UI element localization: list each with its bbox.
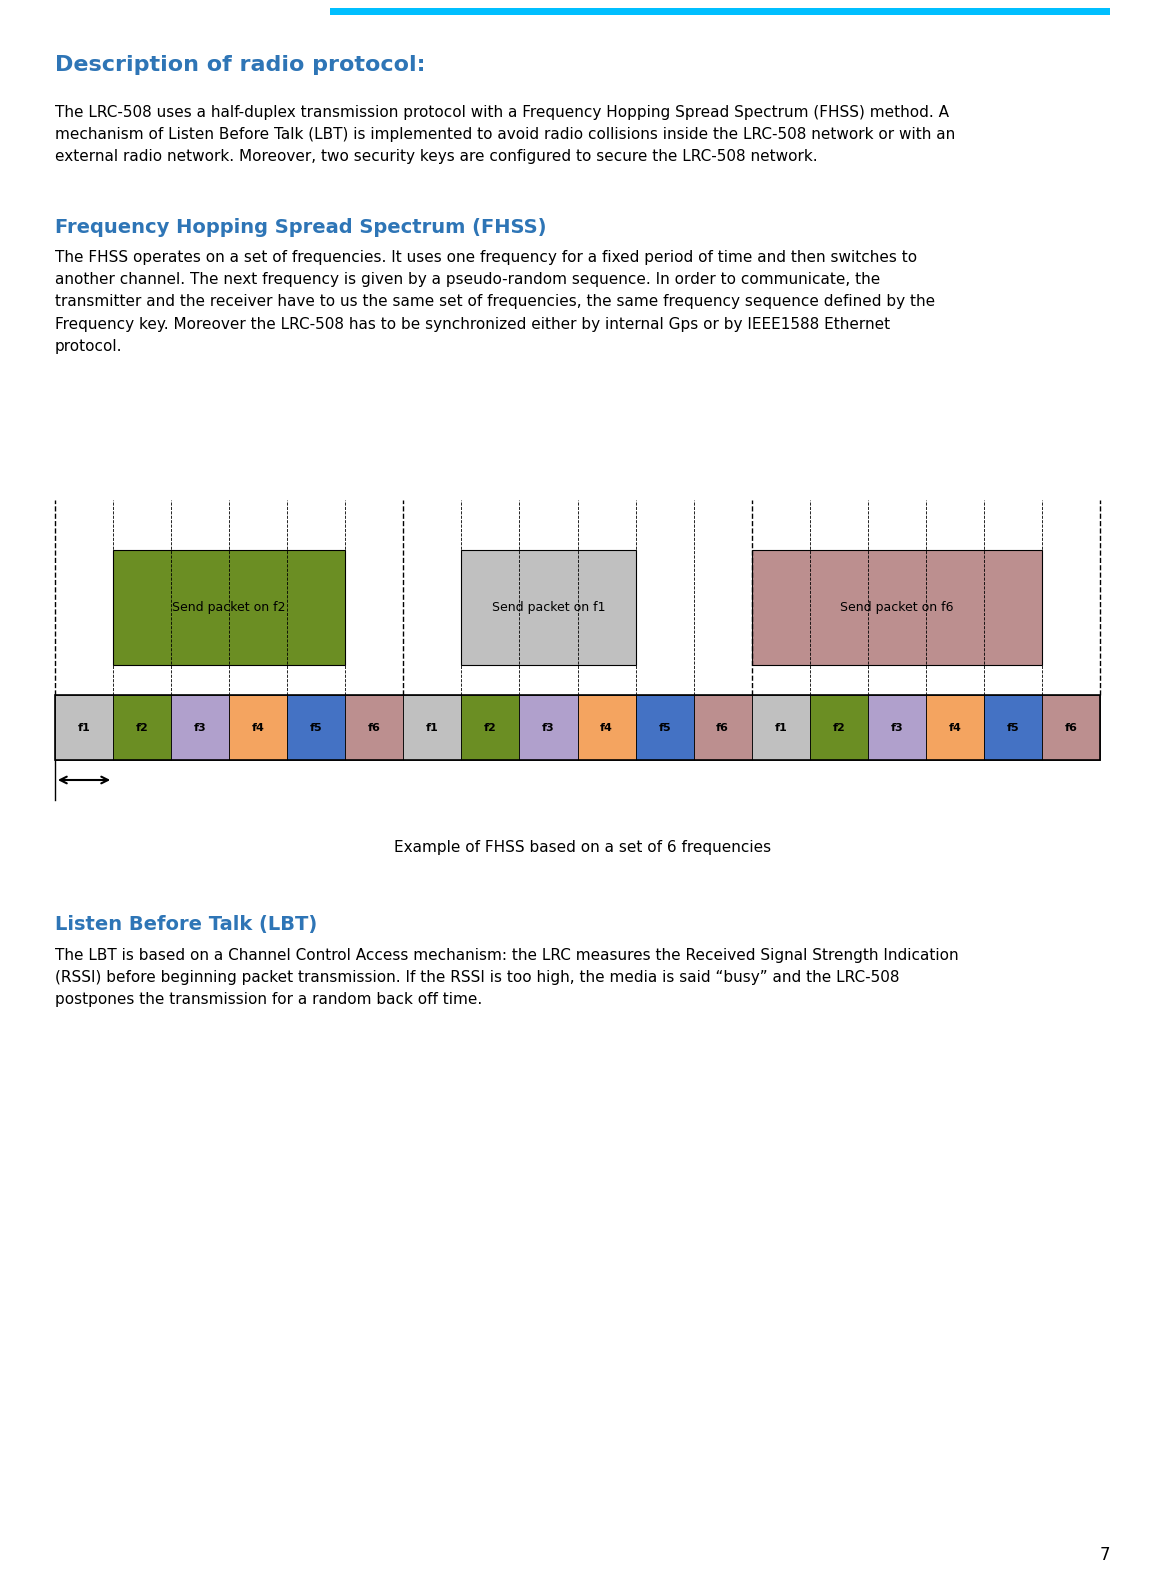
Text: f2: f2 bbox=[832, 722, 845, 733]
Text: f4: f4 bbox=[252, 722, 264, 733]
Text: f3: f3 bbox=[542, 722, 555, 733]
Text: f4: f4 bbox=[948, 722, 961, 733]
Text: f1: f1 bbox=[426, 722, 439, 733]
Bar bbox=[461, 695, 520, 760]
Bar bbox=[403, 695, 461, 760]
Bar bbox=[113, 695, 171, 760]
Text: Send packet on f2: Send packet on f2 bbox=[172, 601, 285, 614]
Bar bbox=[693, 695, 751, 760]
Bar bbox=[230, 695, 288, 760]
Bar bbox=[345, 695, 403, 760]
Text: f5: f5 bbox=[310, 722, 323, 733]
Text: Example of FHSS based on a set of 6 frequencies: Example of FHSS based on a set of 6 freq… bbox=[394, 840, 771, 854]
Bar bbox=[520, 695, 578, 760]
Text: Listen Before Talk (LBT): Listen Before Talk (LBT) bbox=[55, 915, 317, 934]
Text: The LRC-508 uses a half-duplex transmission protocol with a Frequency Hopping Sp: The LRC-508 uses a half-duplex transmiss… bbox=[55, 105, 955, 164]
Text: 7: 7 bbox=[1100, 1546, 1110, 1564]
Text: f1: f1 bbox=[78, 722, 91, 733]
Text: The FHSS operates on a set of frequencies. It uses one frequency for a fixed per: The FHSS operates on a set of frequencie… bbox=[55, 250, 935, 354]
Text: Send packet on f1: Send packet on f1 bbox=[492, 601, 606, 614]
Text: f1: f1 bbox=[775, 722, 788, 733]
Bar bbox=[578, 695, 636, 760]
Bar bbox=[55, 695, 1100, 760]
Bar bbox=[751, 695, 810, 760]
Text: f6: f6 bbox=[716, 722, 729, 733]
Text: Send packet on f6: Send packet on f6 bbox=[840, 601, 954, 614]
Text: f6: f6 bbox=[1065, 722, 1078, 733]
Bar bbox=[55, 695, 113, 760]
Text: f2: f2 bbox=[483, 722, 496, 733]
Text: f5: f5 bbox=[1007, 722, 1019, 733]
Bar bbox=[1042, 695, 1100, 760]
Text: f3: f3 bbox=[890, 722, 903, 733]
Bar bbox=[330, 8, 1110, 14]
Text: f2: f2 bbox=[135, 722, 148, 733]
Text: The LBT is based on a Channel Control Access mechanism: the LRC measures the Rec: The LBT is based on a Channel Control Ac… bbox=[55, 948, 959, 1007]
Bar bbox=[113, 550, 345, 665]
Text: f5: f5 bbox=[658, 722, 671, 733]
Bar bbox=[810, 695, 868, 760]
Bar bbox=[636, 695, 693, 760]
Bar bbox=[288, 695, 345, 760]
Bar bbox=[171, 695, 230, 760]
Bar bbox=[868, 695, 926, 760]
Bar bbox=[984, 695, 1042, 760]
Text: Description of radio protocol:: Description of radio protocol: bbox=[55, 56, 425, 75]
Text: f3: f3 bbox=[193, 722, 206, 733]
Text: Frequency Hopping Spread Spectrum (FHSS): Frequency Hopping Spread Spectrum (FHSS) bbox=[55, 218, 546, 238]
Text: f4: f4 bbox=[600, 722, 613, 733]
Bar bbox=[751, 550, 1042, 665]
Bar bbox=[926, 695, 984, 760]
Text: f6: f6 bbox=[368, 722, 381, 733]
Bar bbox=[461, 550, 636, 665]
